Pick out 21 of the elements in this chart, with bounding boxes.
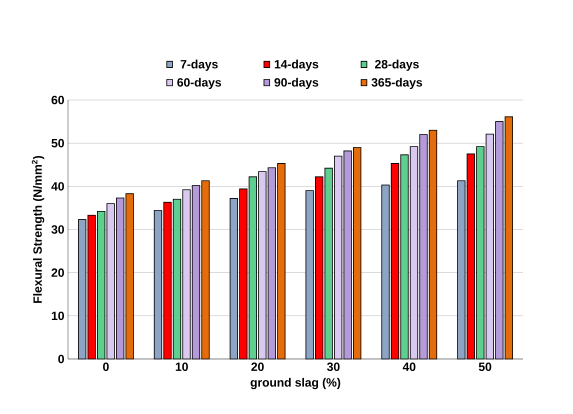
y-tick-label: 40 (51, 182, 64, 191)
x-tick-label: 0 (103, 362, 109, 372)
x-axis-title: ground slag (%) (250, 378, 340, 390)
x-tick-label: 40 (402, 362, 416, 372)
y-tick-label: 50 (52, 138, 64, 148)
legend-label: 7-days (180, 60, 218, 71)
x-tick-label: 30 (327, 362, 340, 372)
legend-label: 90-days (274, 78, 318, 90)
x-tick-label: 50 (478, 362, 492, 372)
y-tick-label: 0 (58, 354, 64, 364)
y-tick-label: 30 (51, 225, 64, 234)
x-tick-label: 20 (251, 362, 264, 372)
legend-label: 60-days (177, 78, 222, 90)
y-tick-label: 10 (52, 312, 64, 320)
legend-label: 365-days (372, 78, 422, 90)
legend-label: 28-days (375, 60, 419, 71)
y-tick-label: 60 (52, 96, 64, 104)
y-tick-label: 20 (52, 268, 64, 277)
legend-label: 14-days (274, 60, 318, 71)
y-axis-title: Flexural Strength (N/mm$^{2}$) (32, 156, 44, 303)
x-tick-label: 10 (176, 362, 188, 372)
